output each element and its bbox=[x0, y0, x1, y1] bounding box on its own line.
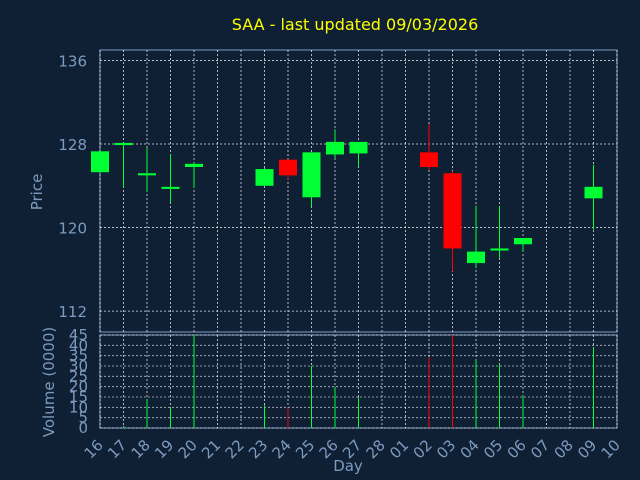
x-tick-label: 06 bbox=[504, 436, 530, 462]
x-tick-label: 18 bbox=[128, 436, 154, 462]
volume-tick-label: 15 bbox=[69, 388, 88, 406]
volume-tick-label: 10 bbox=[69, 398, 88, 416]
x-tick-label: 17 bbox=[104, 436, 130, 462]
x-tick-label: 25 bbox=[292, 436, 318, 462]
x-tick-label: 24 bbox=[269, 436, 295, 462]
price-tick-label: 128 bbox=[58, 136, 87, 154]
x-tick-label: 03 bbox=[433, 436, 459, 462]
candle-body bbox=[161, 186, 180, 189]
price-panel: 136 128 120 112 bbox=[58, 49, 618, 333]
volume-tick-label: 0 bbox=[78, 419, 88, 437]
volume-tick-label: 25 bbox=[69, 367, 88, 385]
x-tick-label: 10 bbox=[598, 436, 624, 462]
x-tick-label: 16 bbox=[81, 436, 107, 462]
volume-tick-label: 20 bbox=[69, 378, 88, 396]
price-axis-title: Price bbox=[28, 174, 46, 211]
x-tick-label: 08 bbox=[551, 436, 577, 462]
candle-body bbox=[114, 142, 133, 146]
candle-body bbox=[443, 173, 462, 249]
x-tick-label: 01 bbox=[386, 436, 412, 462]
price-tick-label: 120 bbox=[58, 220, 87, 238]
x-tick-label: 28 bbox=[363, 436, 389, 462]
candle-body bbox=[185, 163, 203, 167]
price-tick-label: 112 bbox=[58, 303, 87, 321]
candle-body bbox=[279, 159, 297, 176]
volume-tick-label: 40 bbox=[69, 336, 88, 354]
candle-body bbox=[420, 152, 438, 167]
candle-body bbox=[138, 173, 156, 176]
volume-tick-label: 35 bbox=[69, 347, 88, 365]
x-tick-label: 22 bbox=[222, 436, 248, 462]
volume-tick-label: 45 bbox=[69, 326, 88, 344]
volume-tick-label: 30 bbox=[69, 357, 88, 375]
x-tick-label: 04 bbox=[457, 436, 483, 462]
candle-body bbox=[255, 169, 274, 186]
price-tick-label: 136 bbox=[58, 52, 87, 70]
x-tick-label: 21 bbox=[198, 436, 224, 462]
candle-body bbox=[467, 251, 485, 264]
volume-axis-title: Volume (0000) bbox=[40, 327, 58, 437]
volume-panel: 1617181920212223242526272801020304050607… bbox=[69, 326, 624, 462]
volume-tick-label: 5 bbox=[78, 409, 88, 427]
candle-body bbox=[349, 141, 368, 154]
candle-body bbox=[326, 141, 344, 155]
x-tick-label: 19 bbox=[151, 436, 177, 462]
candle-body bbox=[514, 238, 532, 245]
candle-body bbox=[91, 151, 109, 173]
candle-body bbox=[302, 152, 321, 198]
x-axis-title: Day bbox=[333, 457, 363, 475]
x-tick-label: 09 bbox=[574, 436, 600, 462]
x-tick-label: 20 bbox=[175, 436, 201, 462]
x-tick-label: 02 bbox=[410, 436, 436, 462]
candle-body bbox=[584, 186, 603, 199]
chart-title: SAA - last updated 09/03/2026 bbox=[232, 15, 479, 34]
x-tick-label: 23 bbox=[245, 436, 271, 462]
x-tick-label: 05 bbox=[480, 436, 506, 462]
candle-body bbox=[490, 248, 509, 251]
x-tick-label: 07 bbox=[527, 436, 553, 462]
